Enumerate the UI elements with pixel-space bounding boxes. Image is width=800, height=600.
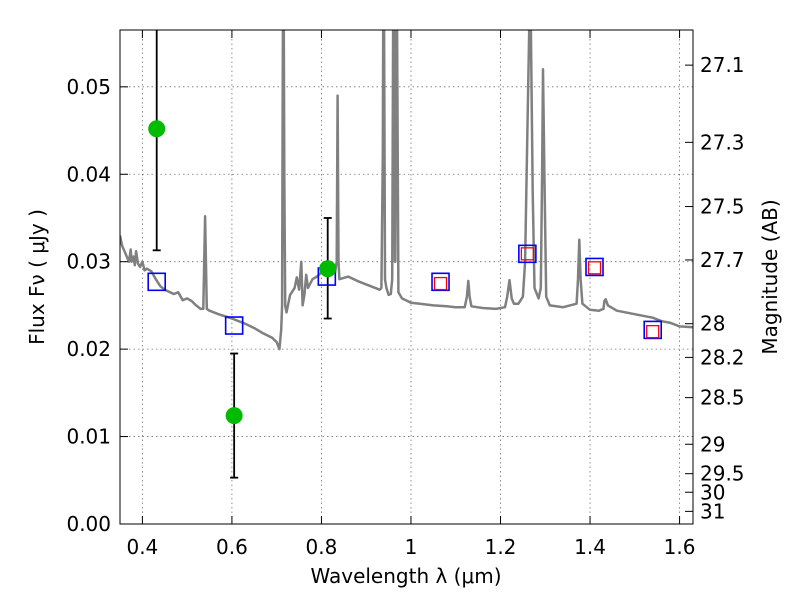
- mag-tick-label: 27.1: [700, 53, 745, 77]
- mag-tick-label: 29.5: [700, 462, 745, 486]
- mag-tick-label: 30: [700, 480, 725, 504]
- model-photometry-marker: [643, 320, 663, 340]
- mag-tick-label: 29: [700, 432, 725, 456]
- y-tick-label: 0.04: [66, 162, 111, 186]
- x-axis-label: Wavelength λ (μm): [310, 564, 501, 588]
- y-tick-label: 0.02: [66, 337, 111, 361]
- mag-tick-label: 28.5: [700, 386, 745, 410]
- plot-frame: [119, 29, 694, 525]
- x-tick-label: 0.8: [306, 535, 338, 559]
- observed-point: [319, 260, 337, 278]
- observed-point: [225, 407, 243, 425]
- model-photometry-marker: [224, 316, 244, 335]
- plot-area: [120, 30, 693, 351]
- observed-detection-marker: [587, 261, 602, 275]
- right-axis-label: Magnitude (AB): [758, 199, 782, 354]
- markers: [147, 120, 663, 425]
- y-tick-label: 0.01: [66, 425, 111, 449]
- model-photometry-marker: [518, 244, 537, 264]
- y-tick-label: 0.05: [66, 75, 111, 99]
- y-tick-label: 0.00: [66, 512, 111, 536]
- x-tick-label: 1.4: [574, 535, 606, 559]
- mag-tick-label: 28.2: [700, 345, 745, 369]
- y-axis-label: Flux Fν ( μJy ): [25, 209, 49, 345]
- mag-tick-label: 27.7: [700, 248, 745, 272]
- x-tick-label: 1.2: [485, 535, 517, 559]
- axis-ticks: 0.4 0.6 0.8 1 1.2 1.4 1.6 0.00 0.01 0.02 0.03 0.04 0…: [66, 30, 745, 559]
- mag-tick-label: 27.5: [700, 195, 745, 219]
- mag-tick-label: 27.3: [700, 130, 745, 154]
- model-photometry-marker: [431, 272, 450, 292]
- x-tick-label: 1.6: [664, 535, 696, 559]
- spectrum-line: [120, 30, 693, 351]
- observed-detection-marker: [520, 247, 535, 261]
- observed-point: [148, 120, 166, 138]
- x-tick-label: 0.4: [126, 535, 158, 559]
- x-tick-label: 0.6: [216, 535, 248, 559]
- y-tick-label: 0.03: [66, 250, 111, 274]
- model-photometry-marker: [585, 257, 604, 277]
- observed-detection-marker: [646, 324, 660, 339]
- observed-detection-marker: [433, 276, 448, 291]
- mag-tick-label: 28: [700, 312, 725, 336]
- mag-tick-label: 31: [700, 499, 725, 523]
- x-tick-label: 1: [405, 535, 418, 559]
- model-photometry-marker: [147, 272, 167, 292]
